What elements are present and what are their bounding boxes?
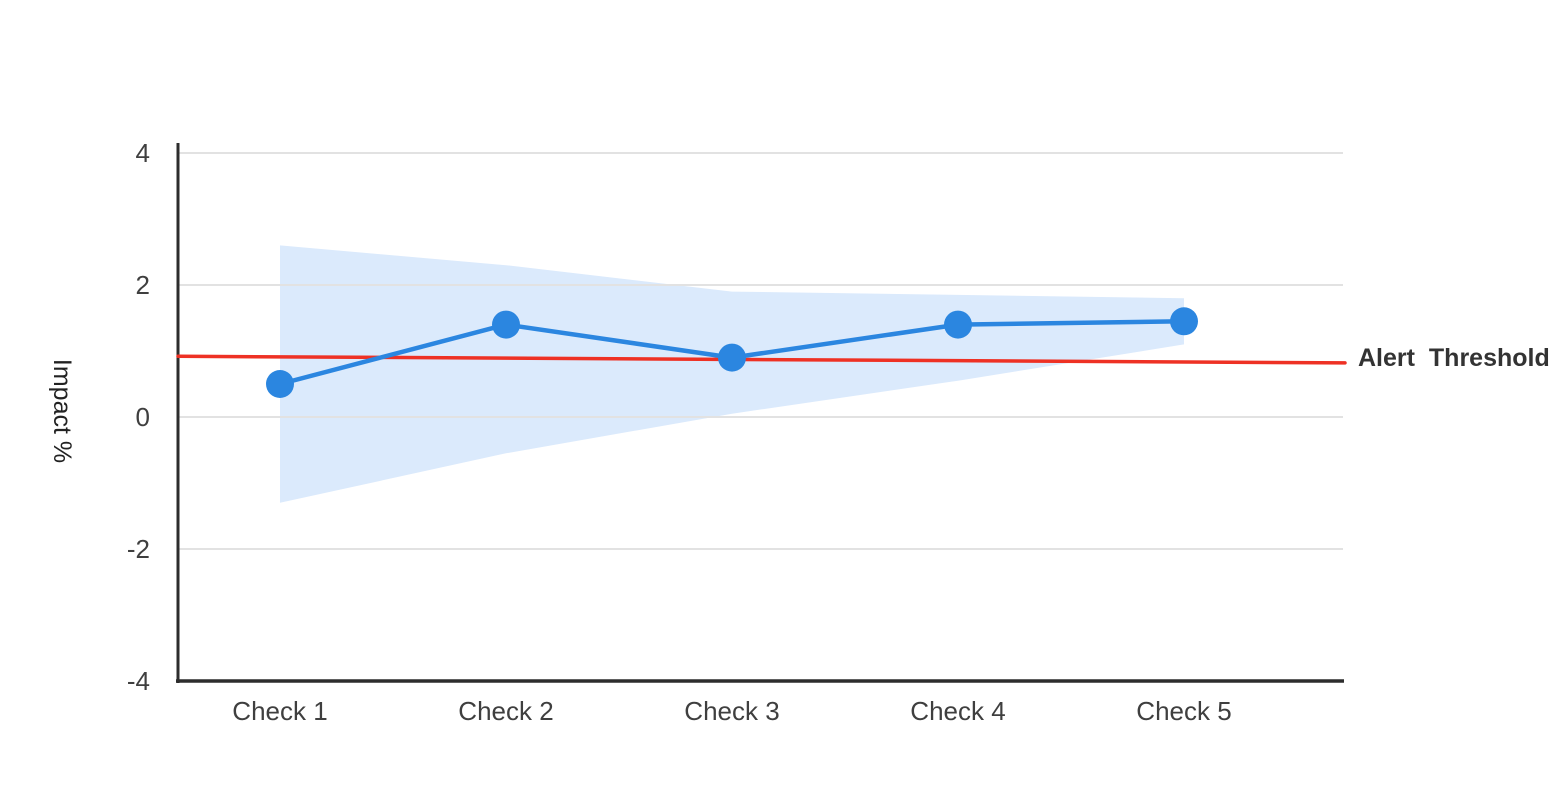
x-tick-label-check3: Check 3	[684, 696, 780, 726]
alert-threshold-label: Alert Threshold	[1358, 344, 1550, 372]
y-tick-label-0: 0	[135, 402, 150, 432]
x-tick-label-check2: Check 2	[458, 696, 554, 726]
data-point-marker-check-4	[944, 310, 972, 339]
data-point-marker-check-1	[266, 370, 294, 398]
x-tick-label-check4: Check 4	[910, 696, 1006, 726]
y-tick-label-4: 4	[135, 138, 150, 168]
x-tick-label-check5: Check 5	[1136, 696, 1232, 726]
y-tick-label-2: 2	[135, 270, 150, 300]
y-tick-label-neg4: -4	[126, 666, 150, 696]
data-point-marker-check-3	[718, 343, 746, 372]
data-point-marker-check-2	[492, 310, 520, 339]
confidence-band-area	[280, 245, 1184, 503]
x-tick-label-check1: Check 1	[232, 696, 328, 726]
y-tick-label-neg2: -2	[126, 534, 150, 564]
data-point-marker-check-5	[1170, 307, 1198, 336]
